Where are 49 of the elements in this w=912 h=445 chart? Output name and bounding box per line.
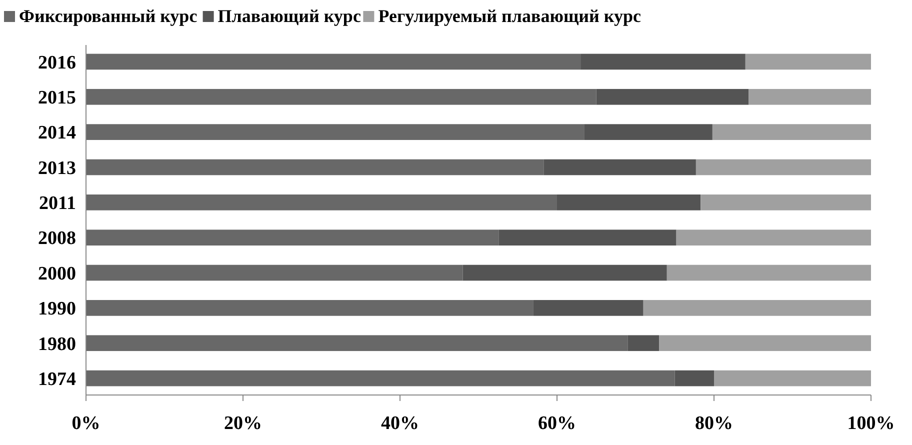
bar bbox=[544, 159, 696, 176]
bar bbox=[643, 300, 871, 316]
y-tick-label: 1974 bbox=[38, 368, 76, 390]
bar bbox=[86, 88, 596, 105]
bar bbox=[86, 159, 544, 176]
y-tick-label: 2011 bbox=[39, 193, 76, 214]
bar bbox=[666, 264, 871, 281]
bar bbox=[696, 159, 871, 176]
bar bbox=[596, 88, 749, 105]
y-tick-label: 2000 bbox=[38, 263, 76, 284]
bar bbox=[714, 370, 871, 386]
bar bbox=[674, 370, 714, 386]
x-tick-label: 20% bbox=[224, 413, 262, 434]
y-tick-label: 1980 bbox=[38, 334, 76, 355]
bar bbox=[584, 124, 712, 140]
bar bbox=[86, 264, 463, 281]
x-tick-label: 0% bbox=[72, 413, 100, 434]
x-tick-label: 60% bbox=[538, 413, 576, 434]
y-tick-label: 2013 bbox=[38, 158, 76, 179]
legend-label: Фиксированный курс bbox=[19, 6, 198, 26]
y-tick-label: 2015 bbox=[38, 88, 76, 109]
x-tick-label: 80% bbox=[695, 413, 733, 434]
bar bbox=[745, 54, 871, 70]
bar bbox=[712, 124, 871, 140]
bar bbox=[86, 335, 628, 352]
bar bbox=[86, 194, 557, 210]
bar bbox=[533, 300, 644, 316]
y-tick-label: 2016 bbox=[38, 52, 76, 74]
x-tick-label: 100% bbox=[847, 413, 895, 434]
y-tick-label: 2014 bbox=[38, 122, 76, 144]
bar bbox=[557, 194, 701, 210]
bar bbox=[498, 230, 676, 246]
bar bbox=[676, 230, 871, 246]
legend-label: Плавающий курс bbox=[218, 6, 361, 26]
legend-label: Регулируемый плавающий курс bbox=[378, 6, 642, 26]
y-tick-label: 2008 bbox=[38, 228, 76, 250]
bar bbox=[86, 124, 584, 140]
bar bbox=[462, 264, 667, 281]
bar bbox=[86, 230, 499, 246]
bar bbox=[748, 88, 871, 105]
x-tick-label: 40% bbox=[381, 413, 419, 434]
bar bbox=[628, 335, 660, 352]
bar bbox=[86, 370, 675, 386]
y-tick-label: 1990 bbox=[38, 298, 76, 320]
bar bbox=[580, 54, 746, 70]
bar bbox=[86, 54, 581, 70]
bar bbox=[659, 335, 871, 352]
bar bbox=[700, 194, 871, 210]
bar bbox=[86, 300, 534, 316]
